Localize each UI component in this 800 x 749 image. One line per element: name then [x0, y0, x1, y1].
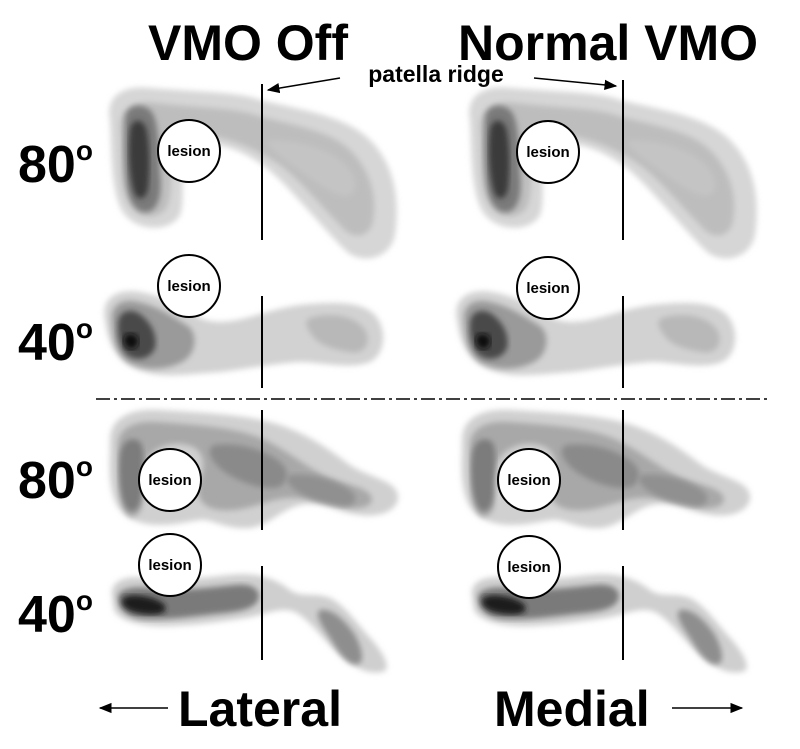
svg-text:lesion: lesion — [507, 472, 550, 489]
column-title-vmo-off: VMO Off — [148, 15, 348, 71]
svg-text:lesion: lesion — [167, 143, 210, 160]
pressure-map-right-row2 — [456, 291, 735, 375]
pressure-map-left-row1 — [109, 87, 397, 258]
row-label-3: 80o — [18, 451, 93, 510]
row-label-4: 40o — [18, 585, 93, 644]
lesion-marker-right-row4: lesion — [497, 535, 561, 599]
svg-text:lesion: lesion — [507, 559, 550, 576]
lesion-marker-left-row3: lesion — [138, 448, 202, 512]
patella-ridge-arrow-right — [533, 77, 618, 90]
pressure-map-right-row1 — [469, 87, 757, 258]
row-label-2: 40o — [18, 313, 93, 372]
svg-text:lesion: lesion — [526, 144, 569, 161]
lateral-label: Lateral — [178, 681, 342, 737]
svg-text:lesion: lesion — [526, 280, 569, 297]
patella-ridge-label: patella ridge — [368, 61, 503, 87]
lesion-marker-right-row3: lesion — [497, 448, 561, 512]
lesion-marker-left-row1: lesion — [157, 119, 221, 183]
lesion-marker-right-row1: lesion — [516, 120, 580, 184]
column-title-normal-vmo: Normal VMO — [458, 15, 758, 71]
lesion-marker-right-row2: lesion — [516, 256, 580, 320]
lesion-marker-left-row2: lesion — [157, 254, 221, 318]
svg-text:lesion: lesion — [167, 278, 210, 295]
svg-text:lesion: lesion — [148, 557, 191, 574]
lesion-marker-left-row4: lesion — [138, 533, 202, 597]
svg-text:lesion: lesion — [148, 472, 191, 489]
patella-ridge-arrow-left — [266, 77, 341, 94]
row-label-1: 80o — [18, 135, 93, 194]
medial-label: Medial — [494, 681, 650, 737]
pressure-map-left-row2 — [104, 291, 383, 375]
